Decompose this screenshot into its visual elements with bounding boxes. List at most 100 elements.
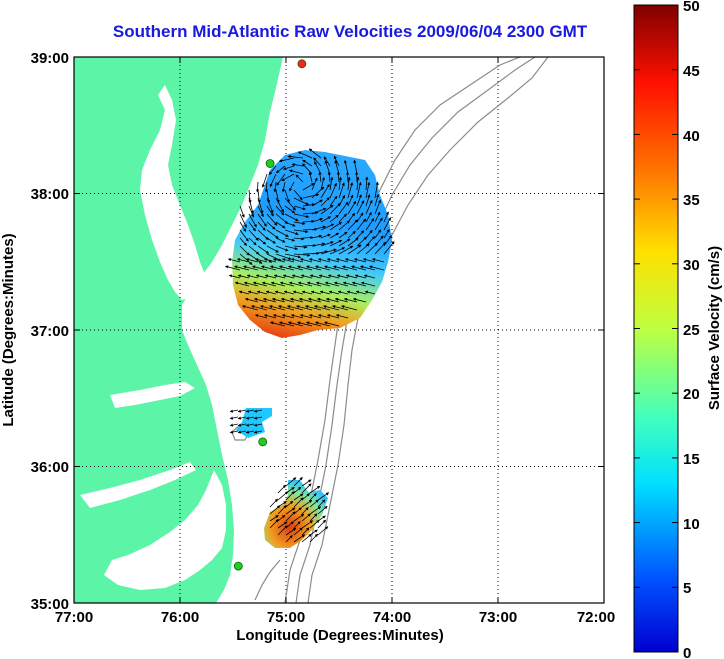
velocity-arrow <box>224 265 241 271</box>
chesapeake-bay <box>140 85 205 300</box>
velocity-arrow <box>266 229 279 239</box>
velocity-arrow <box>266 213 278 226</box>
velocity-arrow <box>253 430 263 434</box>
colorbar <box>633 4 679 653</box>
velocity-arrow <box>345 274 358 279</box>
velocity-arrow <box>309 519 320 529</box>
velocity-arrow <box>287 321 304 327</box>
velocity-arrow <box>266 197 274 214</box>
velocity-arrow <box>274 290 286 295</box>
velocity-arrow <box>245 423 255 427</box>
velocity-arrow <box>347 182 354 199</box>
velocity-arrow <box>311 199 323 207</box>
velocity-arrow <box>239 237 247 246</box>
velocity-arrow <box>304 305 322 311</box>
velocity-arrow <box>297 151 313 159</box>
velocity-arrow <box>237 430 247 434</box>
velocity-arrow <box>284 213 299 222</box>
velocity-arrow <box>301 290 313 295</box>
station-marker <box>258 437 268 447</box>
velocity-arrow <box>311 207 327 215</box>
velocity-arrow <box>263 258 277 263</box>
velocity-arrow <box>229 430 239 434</box>
velocity-arrow <box>257 237 267 245</box>
velocity-arrow <box>289 297 304 303</box>
station-markers <box>233 59 307 571</box>
velocity-arrow <box>337 290 349 295</box>
velocity-arrow <box>332 265 349 271</box>
velocity-arrow <box>239 245 250 256</box>
velocity-arrow <box>248 205 255 218</box>
velocity-arrow <box>309 274 322 279</box>
velocity-arrow <box>266 189 271 204</box>
velocity-arrow <box>297 281 313 287</box>
velocity-arrow <box>327 171 331 183</box>
velocity-arrow <box>293 189 303 201</box>
velocity-arrow <box>233 265 250 271</box>
velocity-arrow <box>333 281 349 287</box>
map-title: Southern Mid-Atlantic Raw Velocities 200… <box>112 22 588 41</box>
velocity-arrow <box>311 242 326 247</box>
velocity-arrow <box>239 229 249 242</box>
station-marker <box>265 159 275 168</box>
colorbar-tick-label: 5 <box>683 580 691 597</box>
velocity-arrow <box>365 217 375 231</box>
velocity-arrow <box>336 274 349 279</box>
velocity-arrow <box>278 321 295 327</box>
velocity-arrow <box>311 250 329 255</box>
velocity-arrow <box>243 281 259 287</box>
velocity-arrow <box>248 229 259 241</box>
velocity-arrow <box>313 305 331 311</box>
velocity-arrow <box>277 305 295 311</box>
velocity-arrow <box>269 519 279 529</box>
y-axis-label: Latitude (Degrees:Minutes) <box>0 233 17 426</box>
velocity-arrow <box>257 197 264 214</box>
velocity-arrow <box>257 221 266 231</box>
velocity-arrow <box>282 165 295 171</box>
velocity-arrow <box>280 297 295 303</box>
velocity-arrow <box>264 181 268 193</box>
velocity-arrow <box>338 245 354 255</box>
velocity-arrow <box>253 416 263 420</box>
velocity-arrow <box>309 529 318 536</box>
velocity-arrow <box>301 493 311 501</box>
velocity-arrow <box>341 265 358 271</box>
velocity-arrow <box>275 229 289 237</box>
velocity-arrow <box>257 229 269 240</box>
velocity-arrow <box>329 195 338 207</box>
velocity-arrow <box>313 157 322 167</box>
velocity-arrow <box>359 265 376 271</box>
velocity-arrow <box>356 181 362 199</box>
velocity-arrow <box>338 213 347 223</box>
velocity-arrow <box>257 213 267 227</box>
velocity-arrow <box>293 197 309 206</box>
velocity-arrow <box>296 321 313 327</box>
velocity-arrow <box>383 211 389 223</box>
velocity-arrow <box>329 182 337 199</box>
velocity-arrow <box>293 497 304 508</box>
velocity-arrow <box>245 430 255 434</box>
velocity-arrow <box>326 258 340 263</box>
velocity-arrow <box>309 506 322 515</box>
colorbar-tick-label: 35 <box>683 192 700 209</box>
velocity-arrow <box>356 194 362 207</box>
velocity-arrow <box>320 241 334 247</box>
velocity-arrow <box>317 519 327 529</box>
velocity-arrow <box>356 243 370 255</box>
velocity-arrow <box>383 229 390 239</box>
velocity-arrow <box>320 223 335 231</box>
velocity-arrow <box>275 197 284 213</box>
velocity-arrow <box>317 515 326 522</box>
velocity-arrow <box>317 492 330 501</box>
velocity-arrow <box>356 176 360 191</box>
velocity-arrow <box>338 176 342 191</box>
velocity-arrow <box>311 186 325 199</box>
velocity-arrow <box>299 314 313 319</box>
colorbar-tick-label: 0 <box>683 645 691 659</box>
velocity-arrow <box>300 274 313 279</box>
velocity-arrow <box>293 486 302 494</box>
velocity-arrow <box>301 533 312 543</box>
velocity-arrow <box>284 197 296 211</box>
velocity-arrow <box>282 274 295 279</box>
velocity-arrow <box>317 505 328 515</box>
